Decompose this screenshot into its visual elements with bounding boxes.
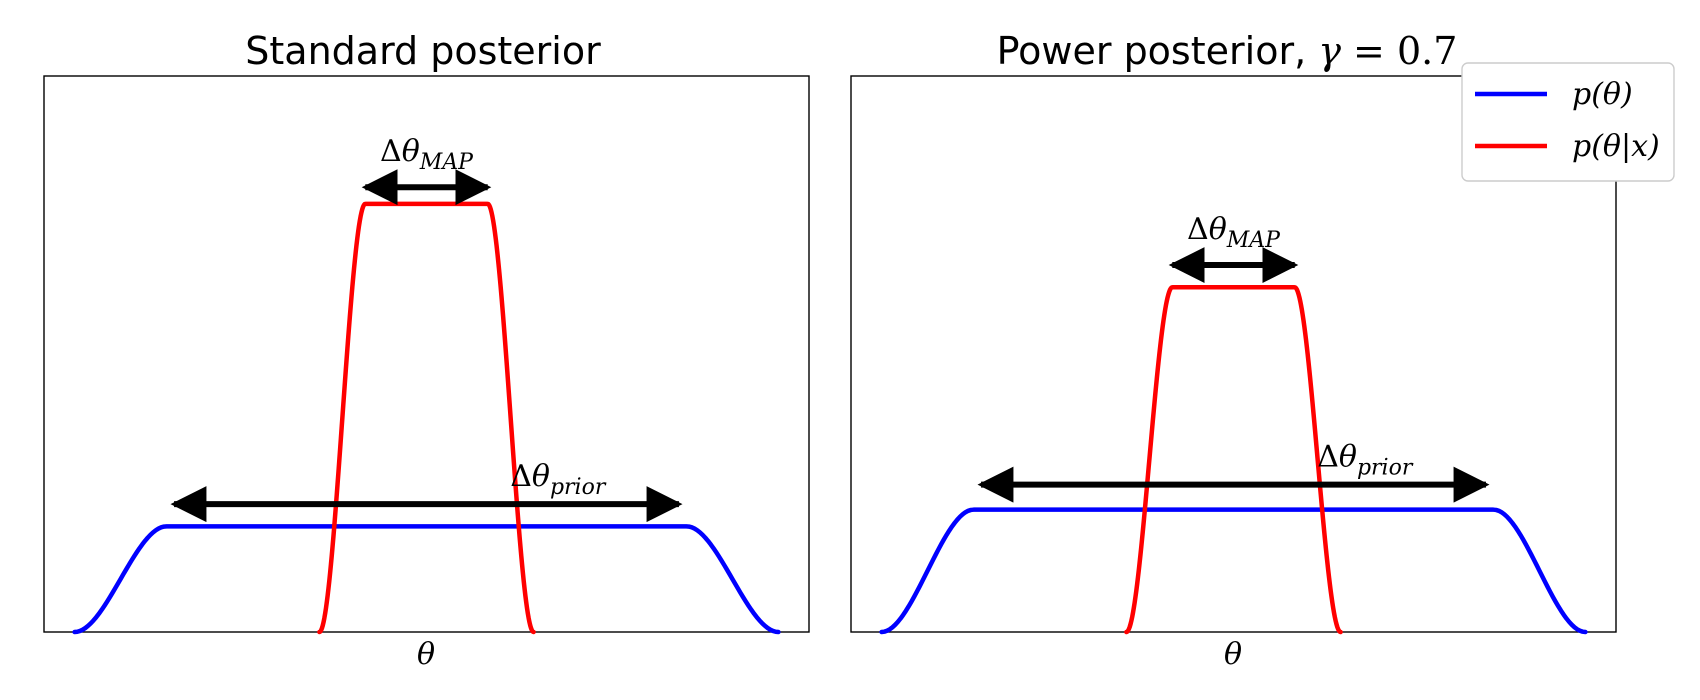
equals-sign: = bbox=[1341, 29, 1397, 73]
prior-subscript: prior bbox=[1357, 456, 1414, 481]
x-axis-label: θ bbox=[1224, 637, 1242, 672]
delta-theta-prior-label: Δθprior bbox=[510, 459, 607, 500]
posterior-curve bbox=[1124, 285, 1343, 635]
map-subscript: MAP bbox=[419, 150, 474, 175]
theta-symbol: θ bbox=[1209, 212, 1227, 247]
delta-symbol: Δ bbox=[1317, 440, 1339, 475]
prior-subscript: prior bbox=[550, 475, 607, 500]
panel-standard-posterior: Standard posterior ΔθMAP Δθprior θ bbox=[43, 29, 810, 672]
theta-symbol: θ bbox=[402, 134, 420, 169]
delta-theta-prior-label: Δθprior bbox=[1317, 440, 1414, 481]
prior-curve bbox=[72, 524, 781, 635]
delta-theta-map-label: ΔθMAP bbox=[1187, 212, 1281, 253]
curves bbox=[879, 285, 1588, 635]
prior-curve bbox=[879, 507, 1588, 635]
axes-frame bbox=[850, 75, 1617, 633]
delta-symbol: Δ bbox=[510, 459, 532, 494]
x-axis-label: θ bbox=[417, 637, 435, 672]
legend-label-posterior: p(θ|x) bbox=[1572, 129, 1660, 164]
delta-theta-map-label: ΔθMAP bbox=[380, 134, 474, 175]
posterior-curve bbox=[317, 201, 536, 635]
delta-symbol: Δ bbox=[380, 134, 402, 169]
map-subscript: MAP bbox=[1226, 228, 1281, 253]
gamma-symbol: γ bbox=[1318, 29, 1341, 73]
chart-title: Standard posterior bbox=[245, 29, 601, 73]
title-text: Power posterior, bbox=[997, 29, 1319, 73]
legend: p(θ) p(θ|x) bbox=[1461, 62, 1675, 182]
curves bbox=[72, 201, 781, 635]
theta-symbol: θ bbox=[1339, 440, 1357, 475]
theta-symbol: θ bbox=[532, 459, 550, 494]
delta-symbol: Δ bbox=[1187, 212, 1209, 247]
panel-power-posterior: Power posterior, γ = 0.7 ΔθMAP Δθprior θ bbox=[850, 29, 1617, 672]
chart-title: Power posterior, γ = 0.7 bbox=[997, 29, 1458, 73]
gamma-value: 0.7 bbox=[1397, 29, 1457, 73]
legend-label-prior: p(θ) bbox=[1572, 77, 1633, 112]
axes-frame bbox=[43, 75, 810, 633]
